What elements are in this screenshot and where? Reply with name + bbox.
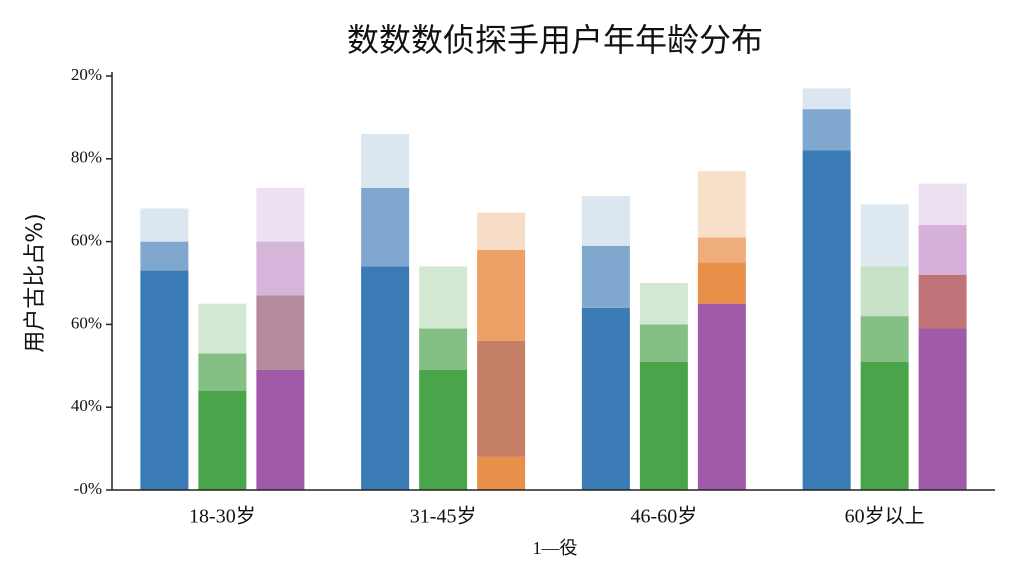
x-tick-label: 31-45岁 [410,505,477,528]
bar-segment [860,316,909,362]
x-axis-label: 1—役 [533,538,578,558]
x-tick-label: 46-60岁 [631,505,698,528]
bar-segment [918,274,967,329]
bar-segment [802,88,851,110]
bar-segment [802,109,851,151]
bar-segment [860,266,909,317]
bar-segment [256,295,305,370]
bar-segment [860,361,909,490]
bar-segment [256,241,305,296]
y-tick-label: 80% [71,148,102,167]
bar-segment [918,328,967,490]
bar-segment [477,340,526,457]
bar-segment [581,307,630,490]
bar-segment [697,303,746,490]
bar-segment [918,225,967,275]
bar-segment [477,456,526,490]
bar-segment [639,283,688,325]
x-tick-label: 60岁以上 [845,505,925,528]
bar-segment [198,390,247,490]
bar-segment [697,171,746,238]
bar-segment [860,204,909,267]
bar-segment [419,369,468,490]
bar-segment [140,208,189,242]
x-tick-label: 18-30岁 [189,505,256,528]
y-tick-label: -0% [74,479,102,498]
bar-segment [918,183,967,226]
bar-segment [581,196,630,246]
y-tick-label: 40% [71,396,102,415]
bar-segment [639,361,688,490]
bar-segment [697,237,746,263]
bar-segment [361,133,410,188]
bar-segment [581,245,630,308]
bar-segment [419,328,468,370]
bar-segment [198,303,247,354]
y-tick-label: 60% [71,231,102,250]
bar-segment [697,262,746,304]
bar-segment [477,249,526,341]
y-axis-label: 用户古比占%) [23,213,48,353]
bar-segment [361,187,410,267]
bar-segment [639,324,688,362]
bar-segment [361,266,410,490]
y-tick-label: 20% [71,65,102,84]
y-tick-label: 60% [71,313,102,332]
bar-segment [419,266,468,329]
bar-segment [477,212,526,250]
bar-segment [256,187,305,242]
bar-segment [198,353,247,391]
chart-title: 数数数侦探手用户年年龄分布 [347,21,763,59]
bar-segment [140,241,189,271]
bar-segment [802,150,851,490]
bar-segment [256,369,305,490]
bar-segment [140,270,189,490]
